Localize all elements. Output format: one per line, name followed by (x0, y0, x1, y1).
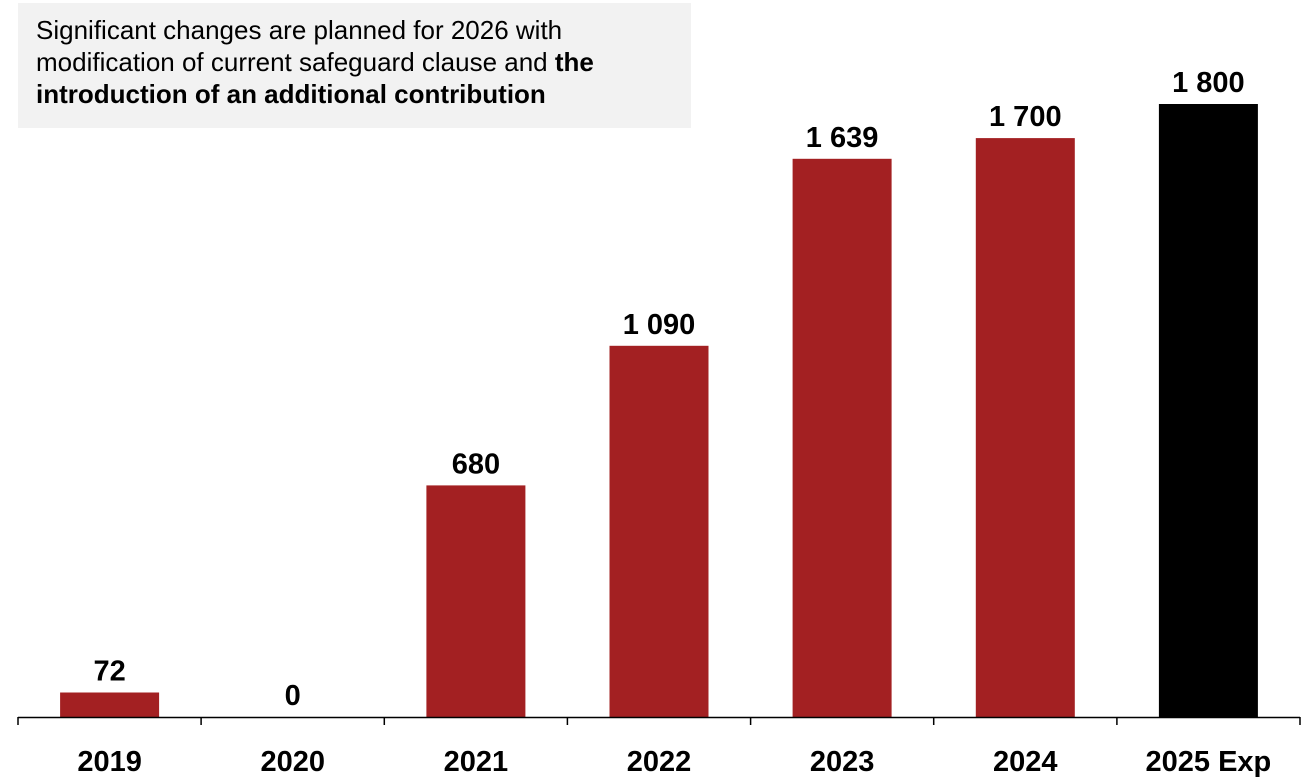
annotation-text: Significant changes are planned for 2026… (36, 15, 563, 77)
value-label: 1 090 (623, 309, 696, 341)
x-tick-label: 2025 Exp (1146, 746, 1272, 778)
bar-2022 (609, 345, 709, 717)
x-tick-label: 2022 (627, 746, 692, 778)
x-tick-label: 2024 (993, 746, 1058, 778)
value-label: 680 (452, 448, 500, 480)
value-label: 1 639 (806, 122, 879, 154)
x-tick-label: 2021 (444, 746, 509, 778)
value-label: 1 800 (1172, 67, 1245, 99)
annotation-bold-text: the introduction of an additional contri… (36, 47, 594, 109)
value-label: 0 (285, 680, 301, 712)
bar-2024 (975, 138, 1075, 718)
bar-2025-exp (1158, 104, 1258, 717)
value-label: 72 (93, 656, 125, 688)
x-tick-label: 2019 (77, 746, 142, 778)
annotation-box: Significant changes are planned for 2026… (18, 3, 691, 128)
bar-2019 (60, 692, 160, 717)
bar-2021 (426, 485, 526, 717)
bar-2023 (792, 158, 892, 718)
x-tick-label: 2020 (260, 746, 325, 778)
x-tick-label: 2023 (810, 746, 875, 778)
value-label: 1 700 (989, 101, 1062, 133)
